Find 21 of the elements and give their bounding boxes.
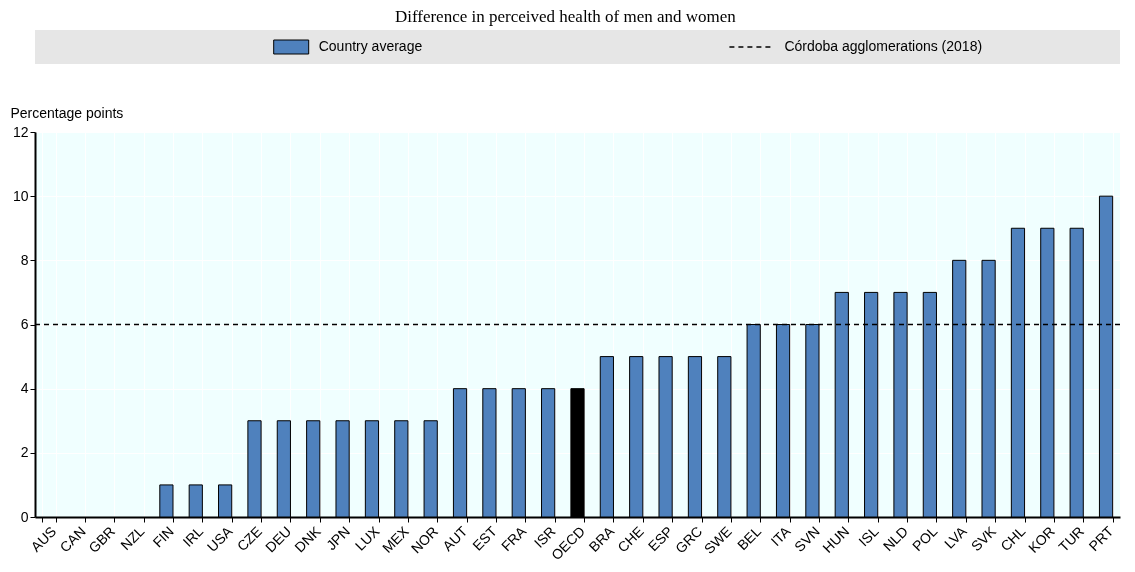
x-tick-label: ISL — [855, 522, 882, 550]
x-tick-label: BEL — [734, 522, 765, 554]
y-tick-label: 8 — [20, 251, 29, 268]
y-tick-label: 4 — [20, 380, 29, 397]
y-tick-label: 0 — [20, 508, 29, 525]
x-tick-label: FRA — [498, 522, 530, 555]
x-tick-label: FIN — [149, 523, 177, 551]
x-tick-label: CHL — [997, 522, 1029, 555]
legend-label: Córdoba agglomerations (2018) — [784, 38, 983, 54]
y-axis-title: Percentage points — [10, 104, 124, 121]
x-tick-label: TUR — [1055, 523, 1088, 555]
x-tick-label: ITA — [767, 522, 794, 550]
y-tick-label: 10 — [12, 187, 29, 204]
x-tick-label: LVA — [941, 522, 971, 552]
y-tick-label: 6 — [20, 316, 29, 332]
x-tick-label: NZL — [117, 522, 148, 554]
x-tick-label: POL — [909, 522, 941, 555]
chart-title: Difference in perceived health of men and women — [394, 7, 737, 26]
y-tick-label: 12 — [12, 123, 29, 140]
legend-label: Country average — [318, 38, 423, 54]
y-tick-label: 2 — [20, 444, 29, 461]
